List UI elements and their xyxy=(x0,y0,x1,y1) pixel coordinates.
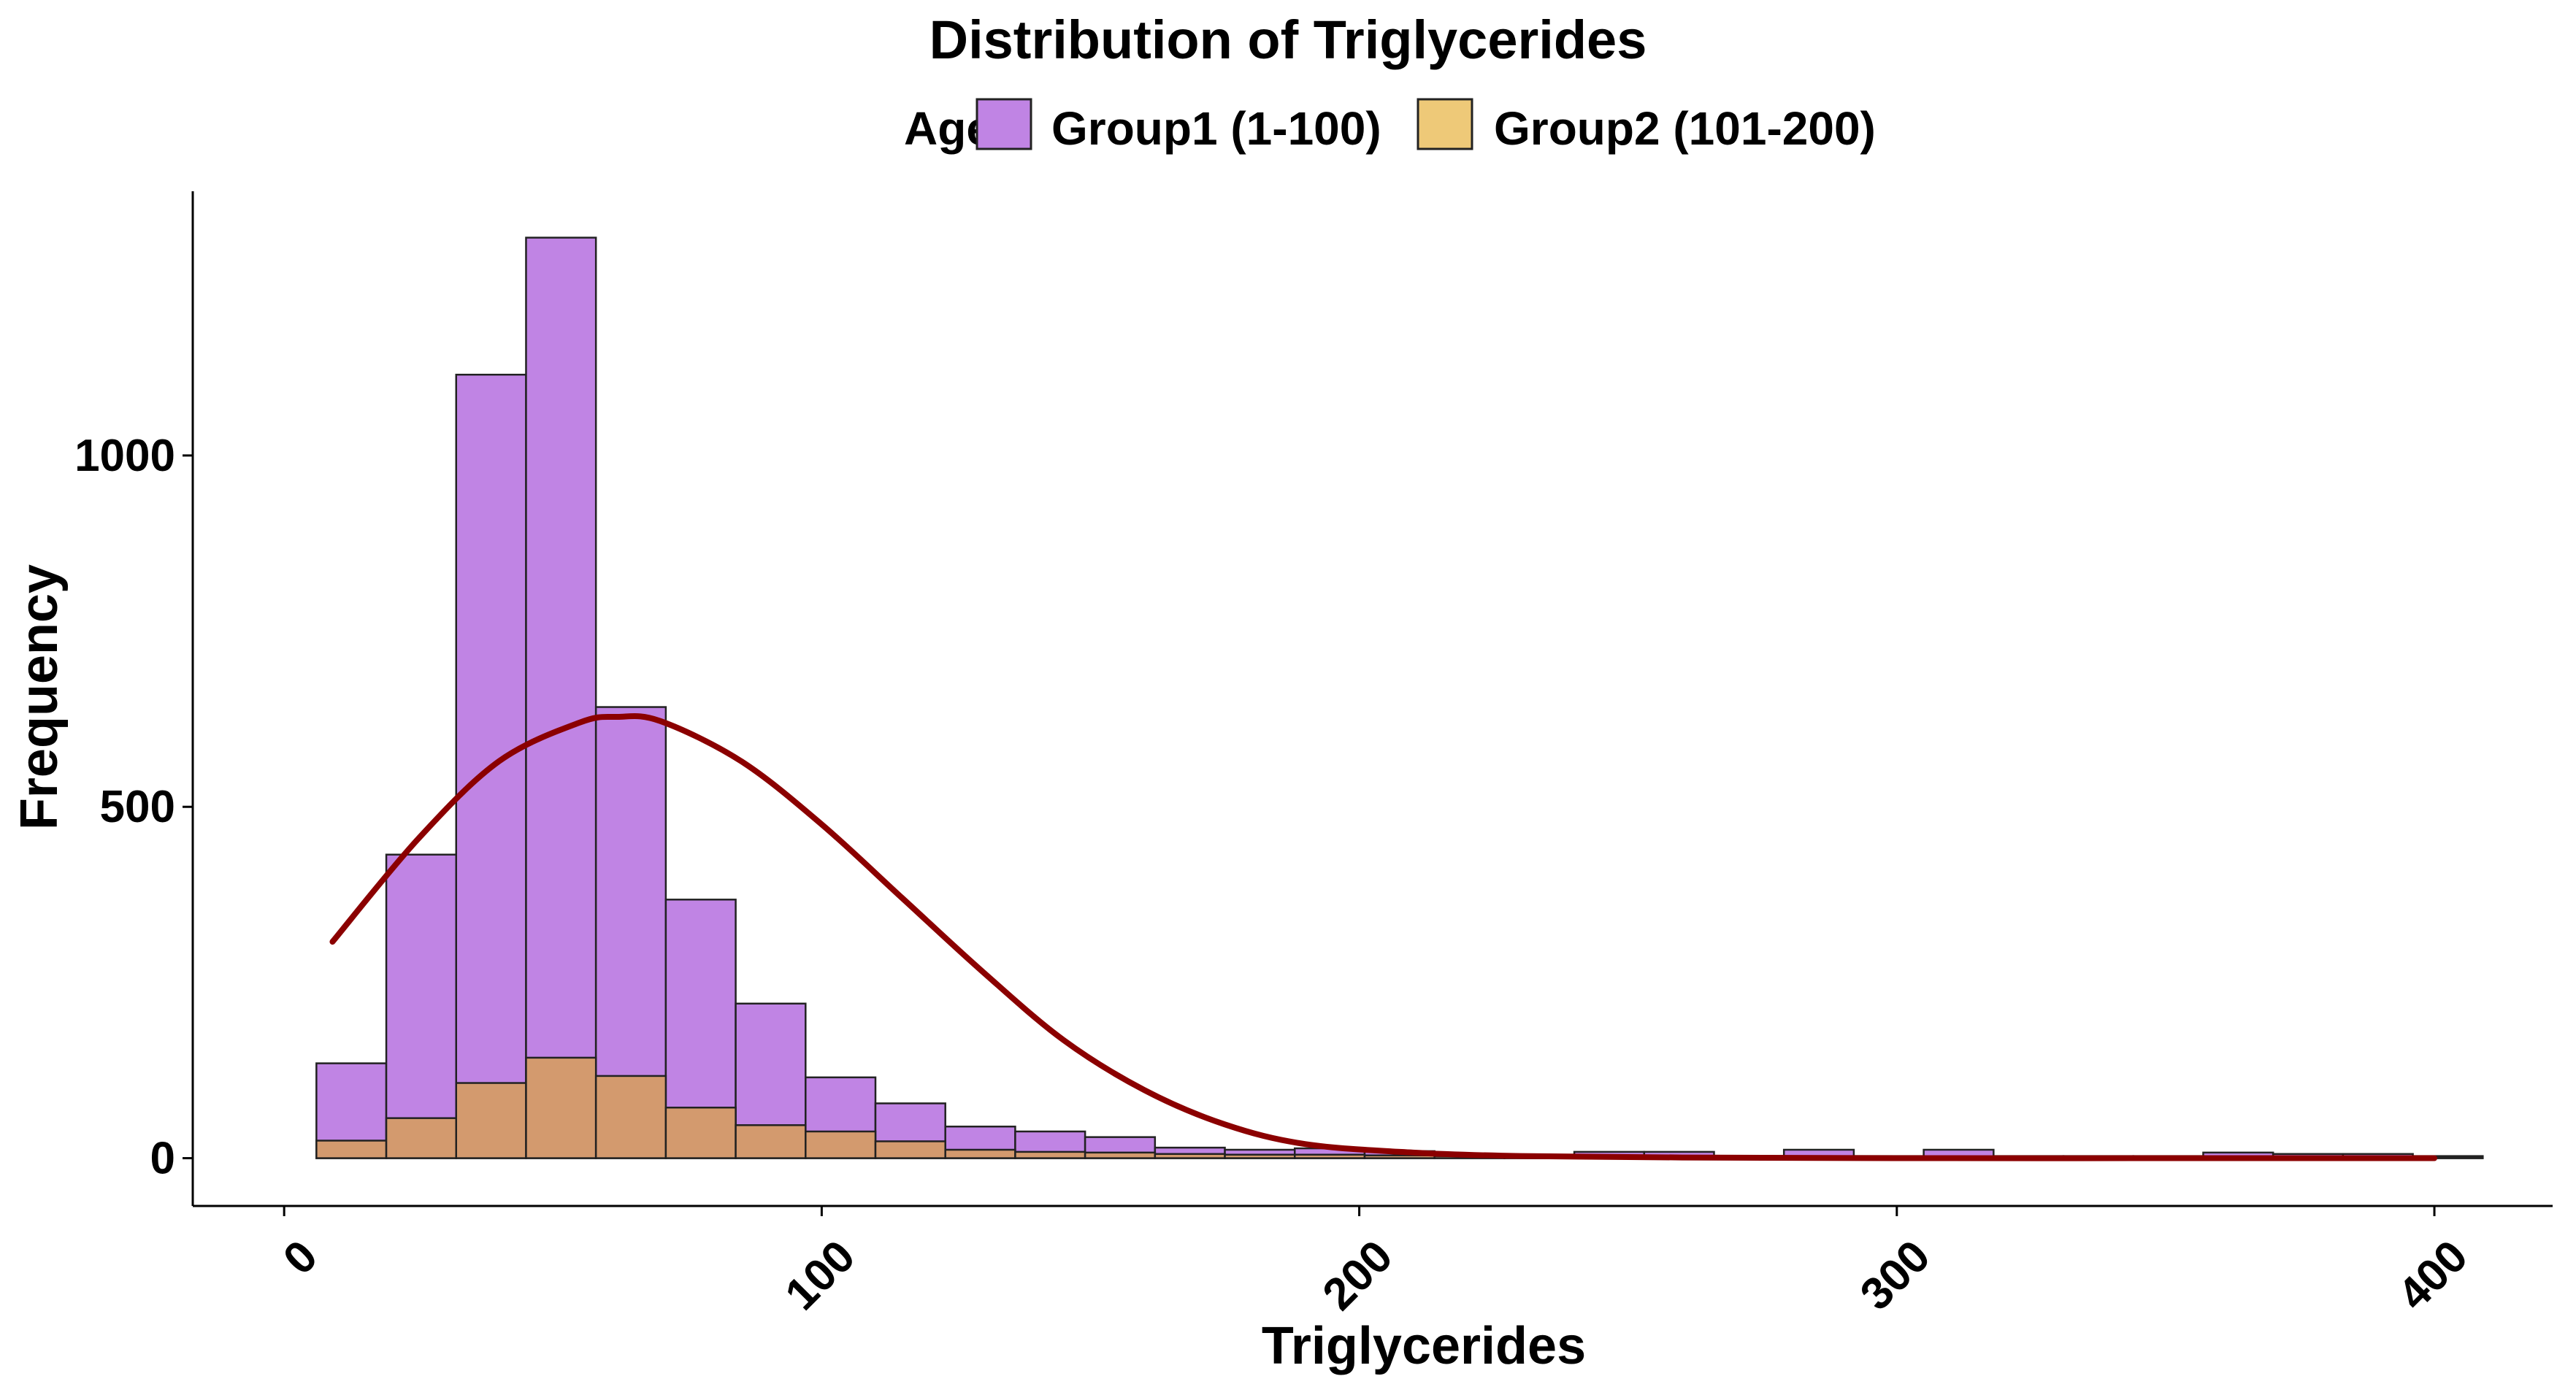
bar-group2 xyxy=(385,1117,457,1159)
bar-group2 xyxy=(735,1124,807,1159)
series-group2-bars xyxy=(315,1056,2484,1159)
bar-group2 xyxy=(874,1140,946,1159)
bar-group2 xyxy=(455,1082,527,1159)
legend-label-group2: Group2 (101-200) xyxy=(1494,102,1876,155)
legend: Age Group1 (1-100) Group2 (101-200) xyxy=(904,98,1876,155)
y-tick-label: 0 xyxy=(150,1134,175,1184)
bar-group2 xyxy=(594,1075,667,1159)
y-tick-label: 1000 xyxy=(74,431,175,481)
bar-group1 xyxy=(525,237,597,1159)
legend-swatch-group1 xyxy=(975,98,1032,150)
bar-group2 xyxy=(1224,1153,1296,1159)
bar-group2 xyxy=(805,1130,877,1159)
bar-group1 xyxy=(385,853,457,1159)
y-axis-ticks: 0 500 1000 xyxy=(74,431,193,1184)
y-tick-label: 500 xyxy=(100,782,175,832)
y-axis-title: Frequency xyxy=(10,564,69,830)
x-axis-title: Triglycerides xyxy=(1262,1317,1586,1375)
legend-label-group1: Group1 (1-100) xyxy=(1051,102,1381,155)
density-curve xyxy=(329,713,2438,1161)
legend-swatch-group2 xyxy=(1417,98,1473,150)
bar-group2 xyxy=(664,1106,737,1159)
bar-group2 xyxy=(1293,1153,1366,1159)
bar-group2 xyxy=(1154,1153,1226,1159)
bar-group2 xyxy=(1014,1150,1086,1159)
bar-group2 xyxy=(944,1148,1016,1159)
bar-group2 xyxy=(525,1056,597,1159)
bar-group2 xyxy=(315,1140,388,1159)
bar-group2 xyxy=(1084,1151,1157,1159)
chart-title: Distribution of Triglycerides xyxy=(929,9,1647,70)
